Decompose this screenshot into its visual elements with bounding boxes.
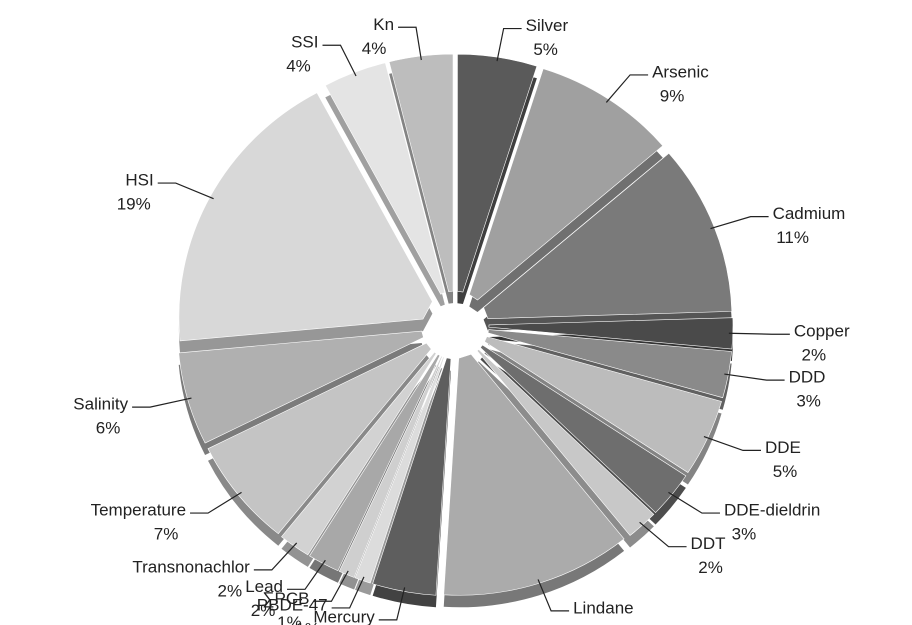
slice — [443, 353, 625, 596]
slice — [338, 355, 443, 578]
slice — [309, 354, 441, 572]
slice — [281, 351, 437, 556]
leader-line — [724, 373, 785, 381]
leader-line — [132, 397, 192, 408]
slice-label: Mercury — [313, 607, 375, 625]
slice — [476, 348, 655, 536]
slice-label: Lead — [245, 577, 283, 596]
leader-line — [710, 216, 769, 230]
slice — [468, 68, 664, 301]
slice-value-label: 5% — [533, 40, 558, 59]
slice-value-label: 2% — [218, 581, 243, 600]
slice-label: SSI — [291, 33, 318, 52]
slice — [488, 317, 734, 350]
slice-value-label: 2% — [251, 601, 276, 620]
slice-value-label: 9% — [660, 86, 685, 105]
leader-line — [313, 570, 349, 602]
slices — [178, 53, 734, 596]
slice-label: Salinity — [73, 395, 128, 414]
slice-value-label: 3% — [796, 392, 821, 411]
slice-value-label: 3% — [732, 525, 757, 544]
slice — [484, 336, 722, 473]
slice-value-label: 4% — [286, 57, 311, 76]
slice-value-label: 7% — [154, 525, 179, 544]
slice — [178, 92, 433, 342]
slice-label: Cadmium — [773, 204, 846, 223]
slice-value-label: 1% — [295, 619, 320, 625]
slice-value-label: 2% — [698, 558, 723, 577]
slice-label: PBDE-47 — [257, 595, 328, 614]
leader-line — [157, 182, 214, 200]
slice-value-label: 12% — [576, 622, 610, 625]
slice-label: Silver — [526, 16, 569, 35]
slice-label: HSI — [125, 171, 153, 190]
slice-label: Transnonachlor — [132, 557, 250, 576]
leader-line — [668, 491, 720, 514]
slice — [372, 357, 452, 596]
slice-value-label: 6% — [96, 419, 121, 438]
slice-label: ∑PCB — [262, 589, 309, 608]
slice — [207, 342, 432, 535]
leader-line — [703, 436, 761, 451]
slice — [324, 62, 446, 295]
slice-label: DDE-dieldrin — [724, 501, 820, 520]
leader-line — [322, 44, 357, 77]
labels: Silver 5% Arsenic 9% Cadmium 11% Copper 2% DDD 3%… — [73, 15, 850, 625]
slice-value-label: 2% — [802, 346, 827, 365]
leader-line — [287, 559, 326, 590]
leader-line — [398, 26, 422, 61]
slice-value-label: 1% — [277, 613, 302, 625]
slice — [483, 152, 733, 319]
leader-line — [190, 491, 242, 514]
leader-line — [253, 542, 298, 571]
slice — [388, 53, 454, 292]
slice — [354, 356, 445, 584]
slice — [457, 53, 538, 293]
slice — [479, 344, 687, 513]
leader-line — [378, 587, 406, 621]
leader-line — [728, 332, 790, 335]
slice-label: Lindane — [573, 598, 634, 617]
slice-value-label: 19% — [117, 195, 151, 214]
slice-value-label: 11% — [776, 228, 809, 247]
slice — [487, 329, 732, 399]
slice-label: Copper — [794, 322, 850, 341]
slice-label: DDE — [765, 438, 801, 457]
slice-label: DDT — [691, 534, 726, 553]
slice-label: DDD — [789, 368, 826, 387]
leader-line — [331, 576, 365, 609]
leader-line — [496, 27, 522, 62]
leader-line — [639, 521, 687, 548]
slice-label: Temperature — [91, 501, 186, 520]
slice-label: Arsenic — [652, 62, 709, 81]
slice-value-label: 5% — [773, 462, 798, 481]
leader-line — [605, 74, 649, 103]
slice — [178, 330, 424, 444]
slice-value-label: 4% — [362, 39, 387, 58]
slice-label: Kn — [373, 15, 394, 34]
leader-line — [537, 579, 570, 612]
